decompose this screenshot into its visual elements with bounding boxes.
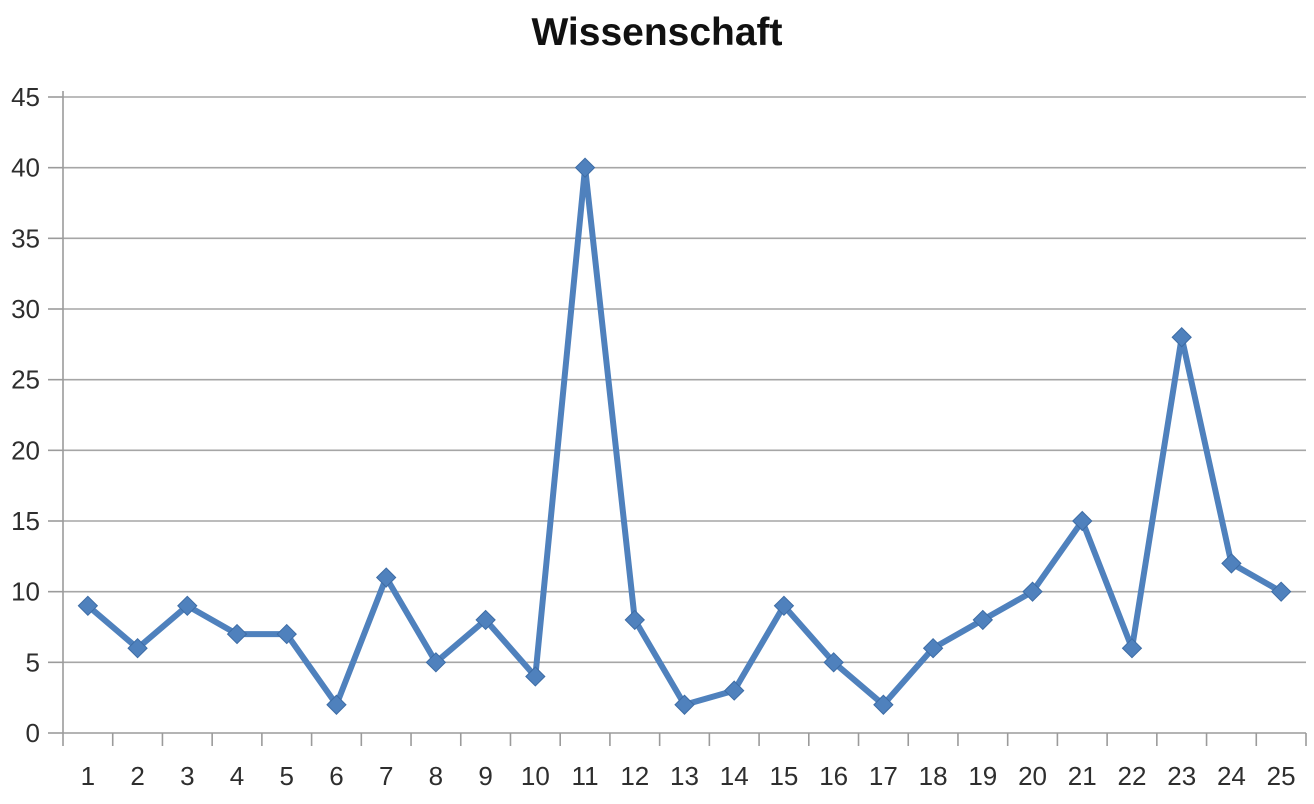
x-axis-category-label: 23 bbox=[1167, 761, 1196, 791]
x-axis-category-label: 16 bbox=[819, 761, 848, 791]
data-point-marker bbox=[127, 637, 148, 659]
data-point-marker bbox=[475, 609, 496, 631]
x-axis-category-label: 17 bbox=[869, 761, 898, 791]
y-axis-tick-label: 35 bbox=[11, 223, 40, 253]
x-axis-category-label: 8 bbox=[429, 761, 443, 791]
gridlines bbox=[63, 96, 1306, 664]
data-points bbox=[77, 157, 1292, 715]
y-axis: 0 5 10 15 20 25 30 35 40 45 bbox=[11, 82, 64, 748]
x-axis-category-label: 1 bbox=[81, 761, 95, 791]
x-axis-category-label: 21 bbox=[1068, 761, 1097, 791]
x-axis-category-label: 19 bbox=[968, 761, 997, 791]
y-axis-tick-label: 15 bbox=[11, 506, 40, 536]
data-point-marker bbox=[574, 157, 596, 178]
x-axis-category-label: 7 bbox=[379, 761, 393, 791]
x-axis-category-label: 11 bbox=[572, 761, 599, 791]
data-point-marker bbox=[972, 609, 994, 631]
x-axis-category-label: 10 bbox=[521, 761, 550, 791]
data-point-marker bbox=[773, 595, 795, 617]
data-point-marker bbox=[922, 637, 944, 659]
data-point-marker bbox=[177, 595, 198, 617]
data-point-marker bbox=[1121, 637, 1143, 659]
data-point-marker bbox=[1270, 581, 1292, 602]
data-point-marker bbox=[624, 609, 645, 631]
x-axis-category-label: 18 bbox=[919, 761, 948, 791]
data-point-marker bbox=[276, 623, 297, 645]
x-axis-category-label: 12 bbox=[620, 761, 649, 791]
x-axis-category-label: 25 bbox=[1267, 761, 1296, 791]
y-axis-tick-label: 45 bbox=[11, 82, 40, 112]
data-point-marker bbox=[1221, 553, 1242, 574]
x-axis-category-label: 5 bbox=[280, 761, 294, 791]
x-axis-category-label: 6 bbox=[329, 761, 343, 791]
data-point-marker bbox=[823, 652, 844, 673]
x-axis-category-label: 13 bbox=[670, 761, 699, 791]
data-point-marker bbox=[873, 694, 894, 715]
y-axis-tick-label: 40 bbox=[11, 153, 40, 183]
data-point-marker bbox=[724, 680, 745, 701]
x-axis: 1 2 3 4 5 6 7 8 9 10 11 12 13 14 15 16 17 18 19 20 21 22 23 24 2… bbox=[62, 732, 1307, 791]
data-point-marker bbox=[425, 652, 447, 673]
y-axis-tick-label: 20 bbox=[11, 435, 40, 465]
data-point-marker bbox=[674, 694, 695, 715]
x-axis-category-label: 22 bbox=[1118, 761, 1147, 791]
y-axis-tick-label: 0 bbox=[26, 718, 40, 748]
chart-title: Wissenschaft bbox=[531, 11, 783, 54]
y-axis-tick-label: 25 bbox=[11, 365, 40, 395]
y-axis-tick-label: 5 bbox=[26, 647, 40, 677]
x-axis-category-label: 4 bbox=[230, 761, 244, 791]
data-point-marker bbox=[226, 623, 248, 645]
data-point-marker bbox=[375, 567, 397, 588]
x-axis-category-label: 14 bbox=[720, 761, 749, 791]
data-point-marker bbox=[1171, 327, 1192, 348]
data-line bbox=[84, 164, 1285, 708]
y-axis-tick-label: 10 bbox=[11, 577, 40, 607]
data-point-marker bbox=[1022, 581, 1043, 602]
x-axis-category-label: 20 bbox=[1018, 761, 1047, 791]
data-point-marker bbox=[1072, 510, 1093, 532]
data-point-marker bbox=[525, 666, 546, 687]
x-axis-category-label: 3 bbox=[180, 761, 194, 791]
data-point-marker bbox=[326, 694, 347, 715]
data-point-marker bbox=[77, 595, 99, 617]
x-axis-category-label: 9 bbox=[478, 761, 492, 791]
x-axis-category-label: 15 bbox=[769, 761, 798, 791]
x-axis-category-label: 2 bbox=[130, 761, 144, 791]
y-axis-tick-label: 30 bbox=[11, 294, 40, 324]
x-axis-category-label: 24 bbox=[1217, 761, 1246, 791]
